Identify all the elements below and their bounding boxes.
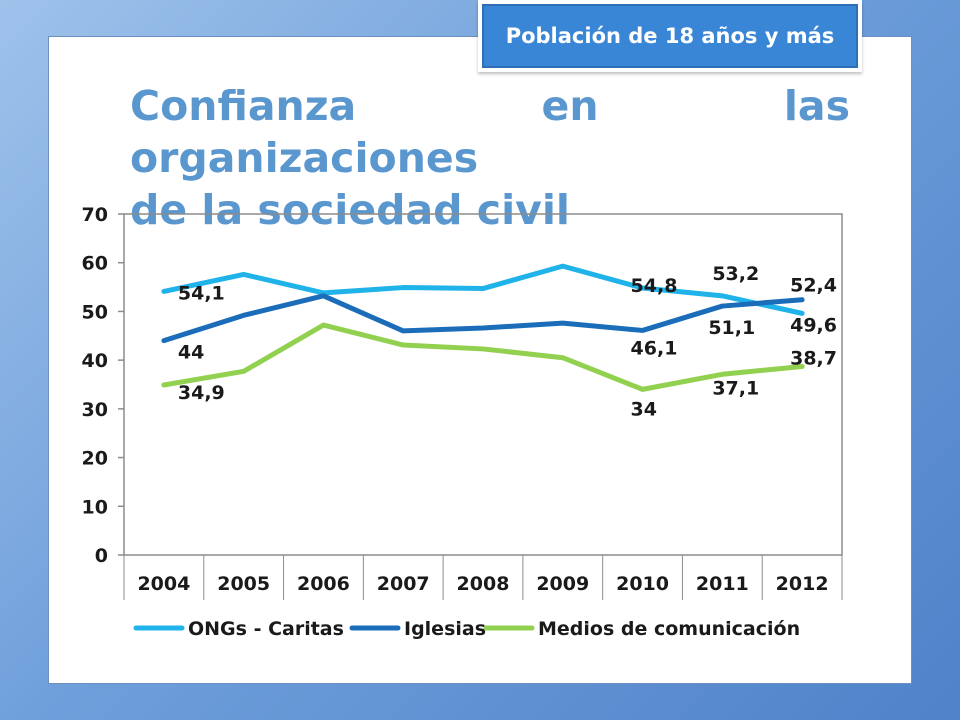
- data-label: 44: [178, 342, 204, 364]
- data-label: 53,2: [712, 263, 759, 285]
- series-line-2: [161, 322, 805, 392]
- population-badge-text: Población de 18 años y más: [482, 4, 858, 68]
- x-tick-label: 2010: [616, 573, 669, 595]
- series-line-1: [161, 293, 805, 344]
- y-tick-label: 40: [82, 350, 108, 372]
- y-tick-label: 50: [82, 301, 108, 323]
- legend-label: Medios de comunicación: [538, 618, 800, 640]
- data-label: 54,1: [178, 282, 225, 304]
- data-label: 34: [631, 398, 657, 420]
- y-tick-label: 70: [82, 204, 108, 226]
- data-label: 52,4: [790, 275, 837, 297]
- population-badge: Población de 18 años y más: [478, 0, 862, 72]
- x-tick-label: 2007: [377, 573, 430, 595]
- slide-title: Confianza en las organizaciones de la so…: [130, 80, 850, 236]
- y-tick-label: 30: [82, 399, 108, 421]
- x-tick-label: 2009: [536, 573, 589, 595]
- slide-panel: [48, 36, 912, 684]
- data-label: 54,8: [631, 275, 678, 297]
- data-label: 51,1: [708, 317, 755, 339]
- x-tick-label: 2008: [457, 573, 510, 595]
- y-tick-label: 0: [95, 545, 108, 567]
- y-tick-label: 60: [82, 253, 108, 275]
- legend-label: ONGs - Caritas: [188, 618, 344, 640]
- plot-frame: [123, 213, 843, 556]
- data-label: 49,6: [790, 314, 837, 336]
- x-tick-label: 2005: [217, 573, 270, 595]
- y-tick-label: 20: [82, 448, 108, 470]
- y-tick-label: 10: [82, 496, 108, 518]
- data-label: 46,1: [631, 337, 678, 359]
- data-label: 37,1: [712, 377, 759, 399]
- x-tick-label: 2004: [137, 573, 190, 595]
- slide-title-line2: de la sociedad civil: [130, 186, 570, 234]
- series-line-0: [161, 263, 805, 316]
- data-label: 38,7: [790, 347, 837, 369]
- slide-title-line1: Confianza en las organizaciones: [130, 82, 850, 182]
- x-tick-label: 2011: [696, 573, 749, 595]
- x-tick-label: 2012: [776, 573, 829, 595]
- x-tick-label: 2006: [297, 573, 350, 595]
- data-label: 34,9: [178, 382, 225, 404]
- legend-label: Iglesias: [404, 618, 486, 640]
